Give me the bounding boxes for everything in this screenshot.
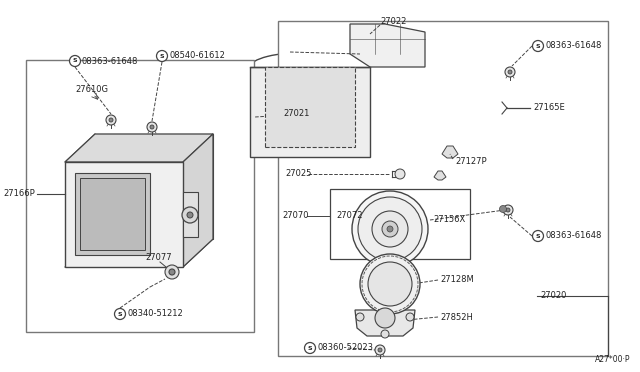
Text: A27*00·P: A27*00·P xyxy=(595,355,630,364)
Polygon shape xyxy=(355,310,415,336)
Circle shape xyxy=(109,118,113,122)
Text: 08363-61648: 08363-61648 xyxy=(545,231,602,241)
Polygon shape xyxy=(183,134,213,267)
Circle shape xyxy=(70,55,81,67)
Text: 27072: 27072 xyxy=(336,212,362,221)
Bar xyxy=(183,192,198,237)
Circle shape xyxy=(106,115,116,125)
Circle shape xyxy=(372,211,408,247)
Text: 27025: 27025 xyxy=(285,170,312,179)
Text: 27852H: 27852H xyxy=(440,312,473,321)
Circle shape xyxy=(368,262,412,306)
Bar xyxy=(75,173,150,255)
Circle shape xyxy=(182,207,198,223)
Circle shape xyxy=(187,212,193,218)
Circle shape xyxy=(352,191,428,267)
Bar xyxy=(250,67,370,157)
Circle shape xyxy=(165,265,179,279)
Text: 08340-51212: 08340-51212 xyxy=(127,310,183,318)
Text: 27077: 27077 xyxy=(145,253,172,262)
Bar xyxy=(278,21,608,356)
Text: S: S xyxy=(536,44,540,48)
Text: 27128M: 27128M xyxy=(440,276,474,285)
Polygon shape xyxy=(65,134,213,162)
Text: 27166P: 27166P xyxy=(3,189,35,199)
Bar xyxy=(330,189,470,259)
Text: S: S xyxy=(308,346,312,350)
Circle shape xyxy=(378,348,382,352)
Text: 27021: 27021 xyxy=(283,109,309,119)
Circle shape xyxy=(375,308,395,328)
Bar xyxy=(65,162,183,267)
Circle shape xyxy=(169,269,175,275)
Circle shape xyxy=(532,41,543,51)
Text: 27022: 27022 xyxy=(380,17,406,26)
Bar xyxy=(265,67,355,147)
Circle shape xyxy=(505,67,515,77)
Circle shape xyxy=(356,313,364,321)
Text: 27127P: 27127P xyxy=(455,157,486,167)
Circle shape xyxy=(358,197,422,261)
Polygon shape xyxy=(95,134,213,239)
Circle shape xyxy=(406,313,414,321)
Polygon shape xyxy=(442,146,458,158)
Circle shape xyxy=(499,205,506,212)
Polygon shape xyxy=(434,171,446,180)
Circle shape xyxy=(157,51,168,61)
Circle shape xyxy=(360,254,420,314)
Text: 08363-61648: 08363-61648 xyxy=(82,57,138,65)
Text: S: S xyxy=(73,58,77,64)
Circle shape xyxy=(387,226,393,232)
Text: 27070: 27070 xyxy=(282,212,308,221)
Text: 27020: 27020 xyxy=(540,292,566,301)
Circle shape xyxy=(506,208,510,212)
Text: 27156X: 27156X xyxy=(433,215,465,224)
Text: 08363-61648: 08363-61648 xyxy=(545,42,602,51)
Circle shape xyxy=(532,231,543,241)
Text: 27165E: 27165E xyxy=(533,103,564,112)
Circle shape xyxy=(508,70,512,74)
Text: 08540-61612: 08540-61612 xyxy=(169,51,225,61)
Bar xyxy=(80,178,145,250)
Circle shape xyxy=(305,343,316,353)
Text: S: S xyxy=(160,54,164,58)
Circle shape xyxy=(147,122,157,132)
Circle shape xyxy=(382,221,398,237)
Text: 27610G: 27610G xyxy=(75,86,108,94)
Circle shape xyxy=(395,169,405,179)
Circle shape xyxy=(381,330,389,338)
Text: S: S xyxy=(536,234,540,238)
Text: S: S xyxy=(118,311,122,317)
Circle shape xyxy=(503,205,513,215)
Circle shape xyxy=(375,345,385,355)
Circle shape xyxy=(150,125,154,129)
Polygon shape xyxy=(350,24,425,67)
Circle shape xyxy=(115,308,125,320)
Bar xyxy=(26,60,254,332)
Text: 08360-52023: 08360-52023 xyxy=(317,343,373,353)
